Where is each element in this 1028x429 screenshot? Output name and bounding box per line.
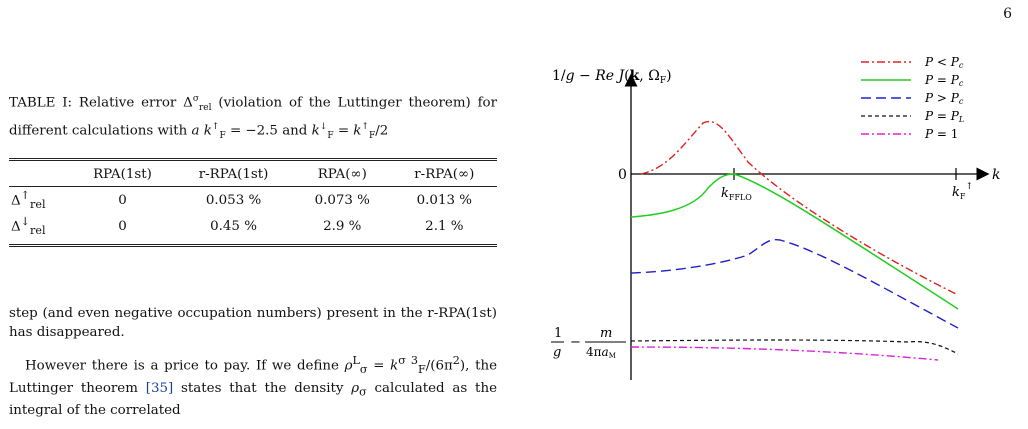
curve-p-equal-pl (630, 339, 959, 355)
table-cell: 0 (118, 192, 127, 208)
zero-label: 0 (618, 167, 627, 183)
svg-text:P = PL: P = PL (924, 109, 964, 124)
row-label: Δ↑rel (11, 189, 46, 212)
table-cell: 2.9 % (292, 213, 392, 247)
legend: P < Pc P = Pc P > Pc P = PL P = 1 (861, 55, 964, 141)
table-cell: 0.073 % (314, 192, 370, 208)
svg-text:g: g (553, 345, 561, 360)
svg-text:P = 1: P = 1 (924, 127, 958, 141)
left-column: TABLE I: Relative error Δσrel (violation… (9, 90, 497, 429)
svg-text:−: − (570, 335, 581, 350)
table-header (9, 158, 71, 188)
bottom-fraction-label: 1 g − m 4πaM (551, 326, 626, 360)
y-axis-label: 1/g − Re J(k, ΩF) (552, 68, 672, 86)
table-cell: 0.013 % (416, 192, 472, 208)
table-header: r-RPA(1st) (174, 158, 293, 188)
svg-text:P < Pc: P < Pc (924, 55, 964, 70)
svg-text:P = Pc: P = Pc (924, 73, 964, 88)
x-axis-label: k (992, 167, 1000, 183)
kf-label: kF↑ (952, 182, 973, 201)
citation-link[interactable]: [35] (145, 380, 174, 396)
svg-text:P > Pc: P > Pc (924, 91, 964, 106)
table-header: RPA(∞) (292, 158, 392, 188)
table-caption: TABLE I: Relative error Δσrel (violation… (9, 94, 497, 142)
body-text: step (and even negative occupation numbe… (9, 304, 497, 421)
curve-p-less-pc (640, 120, 959, 296)
row-label: Δ↓rel (9, 213, 71, 247)
figure-plot: 1/g − Re J(k, ΩF) 0 k kFFLO kF↑ 1 g − m … (551, 55, 1000, 380)
kfflo-label: kFFLO (721, 186, 752, 202)
table-cell: 0.45 % (174, 213, 293, 247)
table-header: RPA(1st) (70, 158, 175, 188)
table-cell: 2.1 % (391, 213, 497, 247)
curve-p-equal-pc (630, 173, 959, 310)
curve-p-one (630, 346, 939, 361)
table-cell: 0 (70, 213, 175, 247)
curve-p-greater-pc (630, 238, 959, 329)
table-cell: 0.053 % (205, 192, 262, 208)
page-number: 6 (1003, 6, 1012, 22)
table-header: r-RPA(∞) (391, 158, 497, 188)
table-row: Δ↑rel 0 0.053 % 0.073 % 0.013 % (9, 187, 497, 214)
table-row: Δ↓rel 0 0.45 % 2.9 % 2.1 % (9, 213, 497, 247)
svg-text:1: 1 (554, 326, 562, 341)
paragraph: step (and even negative occupation numbe… (9, 305, 497, 340)
relative-error-table: RPA(1st) r-RPA(1st) RPA(∞) r-RPA(∞) Δ↑re… (9, 158, 497, 247)
svg-text:4πaM: 4πaM (586, 345, 616, 360)
svg-text:m: m (600, 326, 612, 341)
